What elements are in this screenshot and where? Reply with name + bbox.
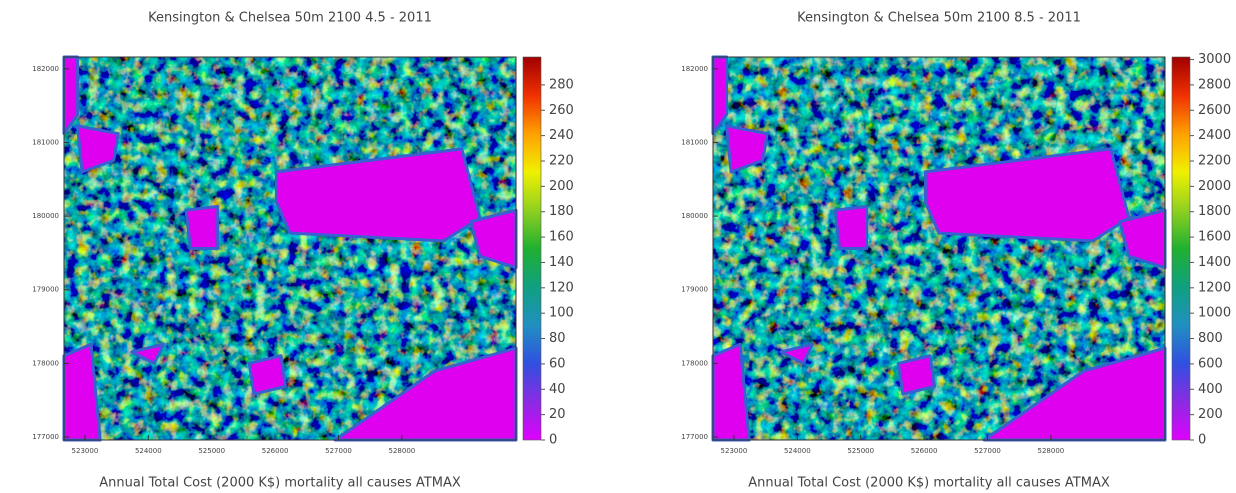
colorbar-tick-label: 2800 (1198, 77, 1231, 92)
colorbar-tick-label: 600 (1198, 356, 1223, 371)
y-tick-label: 179000 (32, 286, 59, 294)
x-tick-label: 526000 (262, 447, 289, 455)
colorbar-tick-label: 1200 (1198, 280, 1231, 295)
y-tick-label: 181000 (681, 138, 708, 146)
x-axis-label: Annual Total Cost (2000 K$) mortality al… (748, 476, 1110, 491)
colorbar-tick-label: 1000 (1198, 306, 1231, 321)
colorbar-tick-label: 0 (1198, 433, 1206, 448)
colorbar-tick-label: 800 (1198, 331, 1223, 346)
x-tick-label: 528000 (389, 447, 416, 455)
map-title: Kensington & Chelsea 50m 2100 8.5 - 2011 (797, 11, 1081, 26)
colorbar-tick-label: 140 (549, 255, 574, 270)
colorbar-tick-label: 400 (1198, 382, 1223, 397)
x-tick-label: 527000 (974, 447, 1001, 455)
map-title: Kensington & Chelsea 50m 2100 4.5 - 2011 (148, 11, 432, 26)
x-tick-label: 528000 (1038, 447, 1065, 455)
colorbar-tick-label: 2400 (1198, 128, 1231, 143)
colorbar-tick-label: 3000 (1198, 52, 1231, 67)
map-raster (713, 57, 1165, 440)
y-tick-label: 177000 (32, 433, 59, 441)
colorbar-tick-label: 220 (549, 153, 574, 168)
magenta-area (835, 206, 867, 248)
x-tick-label: 527000 (325, 447, 352, 455)
magenta-area (898, 356, 934, 394)
x-tick-label: 523000 (72, 447, 99, 455)
x-tick-label: 525000 (847, 447, 874, 455)
colorbar-tick-label: 2600 (1198, 103, 1231, 118)
x-tick-label: 525000 (198, 447, 225, 455)
colorbar-tick-label: 20 (549, 407, 566, 422)
colorbar-tick-label: 180 (549, 204, 574, 219)
y-tick-label: 178000 (681, 359, 708, 367)
colorbar-tick-label: 100 (549, 306, 574, 321)
x-tick-label: 524000 (784, 447, 811, 455)
y-tick-label: 179000 (681, 286, 708, 294)
y-tick-label: 178000 (32, 359, 59, 367)
colorbar-tick-label: 260 (549, 103, 574, 118)
y-tick-label: 182000 (32, 65, 59, 73)
x-axis-label: Annual Total Cost (2000 K$) mortality al… (99, 476, 461, 491)
colorbar-tick-label: 1400 (1198, 255, 1231, 270)
x-tick-label: 523000 (721, 447, 748, 455)
maps-figure: Kensington & Chelsea 50m 2100 4.5 - 2011… (0, 0, 1236, 493)
y-tick-label: 180000 (681, 212, 708, 220)
y-tick-label: 182000 (681, 65, 708, 73)
colorbar-tick-label: 80 (549, 331, 566, 346)
colorbar-tick-label: 240 (549, 128, 574, 143)
x-tick-label: 526000 (911, 447, 938, 455)
colorbar-tick-label: 200 (1198, 407, 1223, 422)
page: {"maps": [ {"title": "Kensington & Chels… (0, 0, 1236, 493)
magenta-area (186, 206, 218, 248)
map-raster (64, 57, 516, 440)
colorbar-tick-label: 0 (549, 433, 557, 448)
colorbar (523, 57, 541, 440)
x-tick-label: 524000 (135, 447, 162, 455)
colorbar-tick-label: 60 (549, 356, 566, 371)
colorbar (1172, 57, 1190, 440)
colorbar-tick-label: 2000 (1198, 179, 1231, 194)
colorbar-tick-label: 120 (549, 280, 574, 295)
colorbar-tick-label: 160 (549, 230, 574, 245)
y-tick-label: 181000 (32, 138, 59, 146)
y-tick-label: 177000 (681, 433, 708, 441)
y-tick-label: 180000 (32, 212, 59, 220)
colorbar-tick-label: 200 (549, 179, 574, 194)
colorbar-tick-label: 2200 (1198, 153, 1231, 168)
colorbar-tick-label: 1800 (1198, 204, 1231, 219)
colorbar-tick-label: 280 (549, 77, 574, 92)
colorbar-tick-label: 1600 (1198, 230, 1231, 245)
magenta-area (249, 356, 285, 394)
colorbar-tick-label: 40 (549, 382, 566, 397)
